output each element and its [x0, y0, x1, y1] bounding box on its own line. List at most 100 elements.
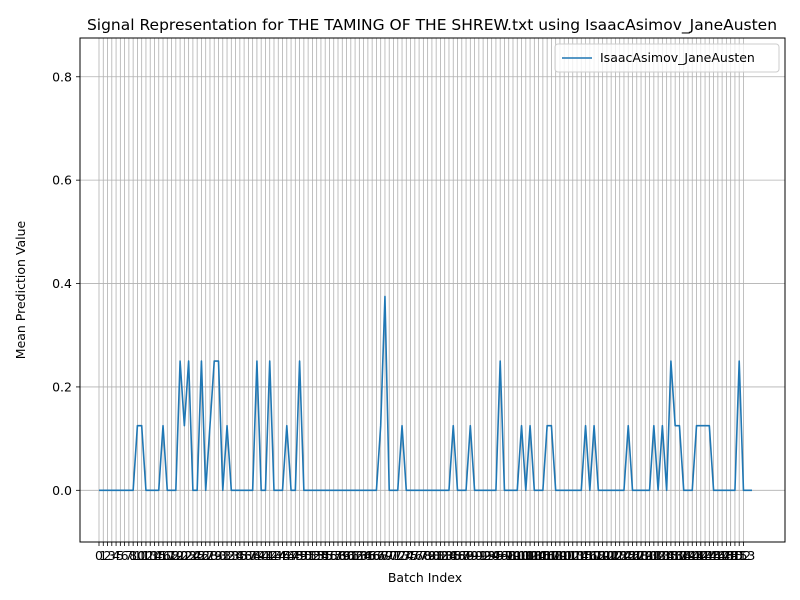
x-tick-label: 150 — [719, 548, 743, 563]
x-tick-label: 43 — [266, 548, 282, 563]
x-tick-label: 10 — [129, 548, 145, 563]
plot-area-frame — [79, 37, 786, 543]
x-tick-label: 41 — [257, 548, 273, 563]
x-tick-label: 61 — [343, 548, 359, 563]
x-tick-label: 97 — [497, 548, 513, 563]
x-tick-label: 36 — [236, 548, 252, 563]
x-tick-label: 81 — [428, 548, 444, 563]
x-tick-label: 22 — [176, 548, 192, 563]
x-tick-label: 132 — [642, 548, 666, 563]
x-tick-label: 114 — [565, 548, 589, 563]
x-tick-label: 27 — [198, 548, 214, 563]
x-tick-label: 87 — [454, 548, 470, 563]
x-tick-label: 140 — [676, 548, 700, 563]
x-tick-label: 85 — [445, 548, 461, 563]
y-axis-ticks: 0.0 0.2 0.4 0.6 0.8 — [52, 69, 80, 498]
series-group — [99, 295, 752, 492]
x-tick-label: 4 — [112, 548, 120, 563]
x-tick-label: 55 — [317, 548, 333, 563]
x-tick-label: 74 — [398, 548, 414, 563]
x-tick-label: 46 — [279, 548, 295, 563]
x-tick-label: 59 — [334, 548, 350, 563]
x-tick-label: 60 — [339, 548, 355, 563]
x-tick-label: 136 — [659, 548, 683, 563]
x-tick-label: 133 — [646, 548, 670, 563]
x-tick-label: 146 — [702, 548, 726, 563]
x-tick-label: 153 — [732, 548, 756, 563]
x-tick-label: 63 — [351, 548, 367, 563]
x-tick-label: 12 — [138, 548, 154, 563]
x-tick-label: 121 — [595, 548, 619, 563]
x-tick-label: 79 — [420, 548, 436, 563]
x-tick-label: 110 — [548, 548, 572, 563]
x-tick-label: 103 — [518, 548, 542, 563]
x-tick-label: 37 — [240, 548, 256, 563]
x-tick-label: 38 — [245, 548, 261, 563]
x-tick-label: 111 — [552, 548, 576, 563]
x-tick-label: 28 — [202, 548, 218, 563]
x-tick-label: 15 — [151, 548, 167, 563]
x-tick-label: 142 — [685, 548, 709, 563]
x-tick-label: 30 — [211, 548, 227, 563]
x-tick-label: 98 — [501, 548, 517, 563]
x-tick-label: 67 — [368, 548, 384, 563]
x-tick-label: 149 — [714, 548, 738, 563]
x-tick-label: 143 — [689, 548, 713, 563]
x-tick-label: 6 — [121, 548, 129, 563]
x-tick-label: 135 — [655, 548, 679, 563]
x-tick-label: 112 — [557, 548, 581, 563]
x-tick-label: 69 — [377, 548, 393, 563]
x-tick-label: 75 — [403, 548, 419, 563]
x-tick-label: 40 — [253, 548, 269, 563]
x-tick-label: 35 — [232, 548, 248, 563]
x-tick-label: 70 — [381, 548, 397, 563]
x-tick-label: 151 — [723, 548, 747, 563]
x-tick-label: 44 — [270, 548, 286, 563]
x-tick-label: 58 — [330, 548, 346, 563]
x-tick-label: 47 — [283, 548, 299, 563]
x-tick-label: 127 — [621, 548, 645, 563]
x-tick-label: 105 — [527, 548, 551, 563]
x-tick-label: 141 — [680, 548, 704, 563]
x-tick-label: 25 — [189, 548, 205, 563]
x-tick-label: 93 — [479, 548, 495, 563]
x-tick-label: 89 — [462, 548, 478, 563]
y-tick-label: 0.4 — [52, 276, 72, 291]
x-tick-label: 113 — [561, 548, 585, 563]
x-tick-label: 13 — [142, 548, 158, 563]
x-tick-label: 31 — [215, 548, 231, 563]
x-tick-label: 1 — [99, 548, 107, 563]
x-tick-label: 95 — [488, 548, 504, 563]
x-tick-label: 8 — [129, 548, 137, 563]
x-tick-label: 124 — [608, 548, 632, 563]
x-axis-ticks: 0123456781011121314151617181920222324252… — [95, 542, 755, 563]
x-tick-label: 29 — [206, 548, 222, 563]
x-tick-label: 52 — [304, 548, 320, 563]
x-tick-label: 17 — [159, 548, 175, 563]
x-tick-label: 96 — [492, 548, 508, 563]
x-tick-label: 57 — [326, 548, 342, 563]
x-tick-label: 42 — [262, 548, 278, 563]
series-line — [99, 295, 752, 492]
x-tick-label: 84 — [441, 548, 457, 563]
x-tick-label: 101 — [510, 548, 534, 563]
x-tick-label: 106 — [531, 548, 555, 563]
x-tick-label: 118 — [582, 548, 606, 563]
x-tick-label: 7 — [125, 548, 133, 563]
x-tick-label: 14 — [147, 548, 163, 563]
x-tick-label: 83 — [437, 548, 453, 563]
x-tick-label: 125 — [612, 548, 636, 563]
x-tick-label: 24 — [185, 548, 201, 563]
x-tick-label: 39 — [249, 548, 265, 563]
x-tick-label: 45 — [275, 548, 291, 563]
x-tick-label: 26 — [193, 548, 209, 563]
legend-label: IsaacAsimov_JaneAusten — [600, 50, 755, 65]
x-tick-label: 137 — [663, 548, 687, 563]
y-tick-label: 0.6 — [52, 173, 72, 188]
x-tick-label: 11 — [134, 548, 150, 563]
x-tick-label: 88 — [458, 548, 474, 563]
x-tick-label: 23 — [181, 548, 197, 563]
x-tick-label: 18 — [164, 548, 180, 563]
x-tick-label: 100 — [505, 548, 529, 563]
x-tick-label: 117 — [578, 548, 602, 563]
